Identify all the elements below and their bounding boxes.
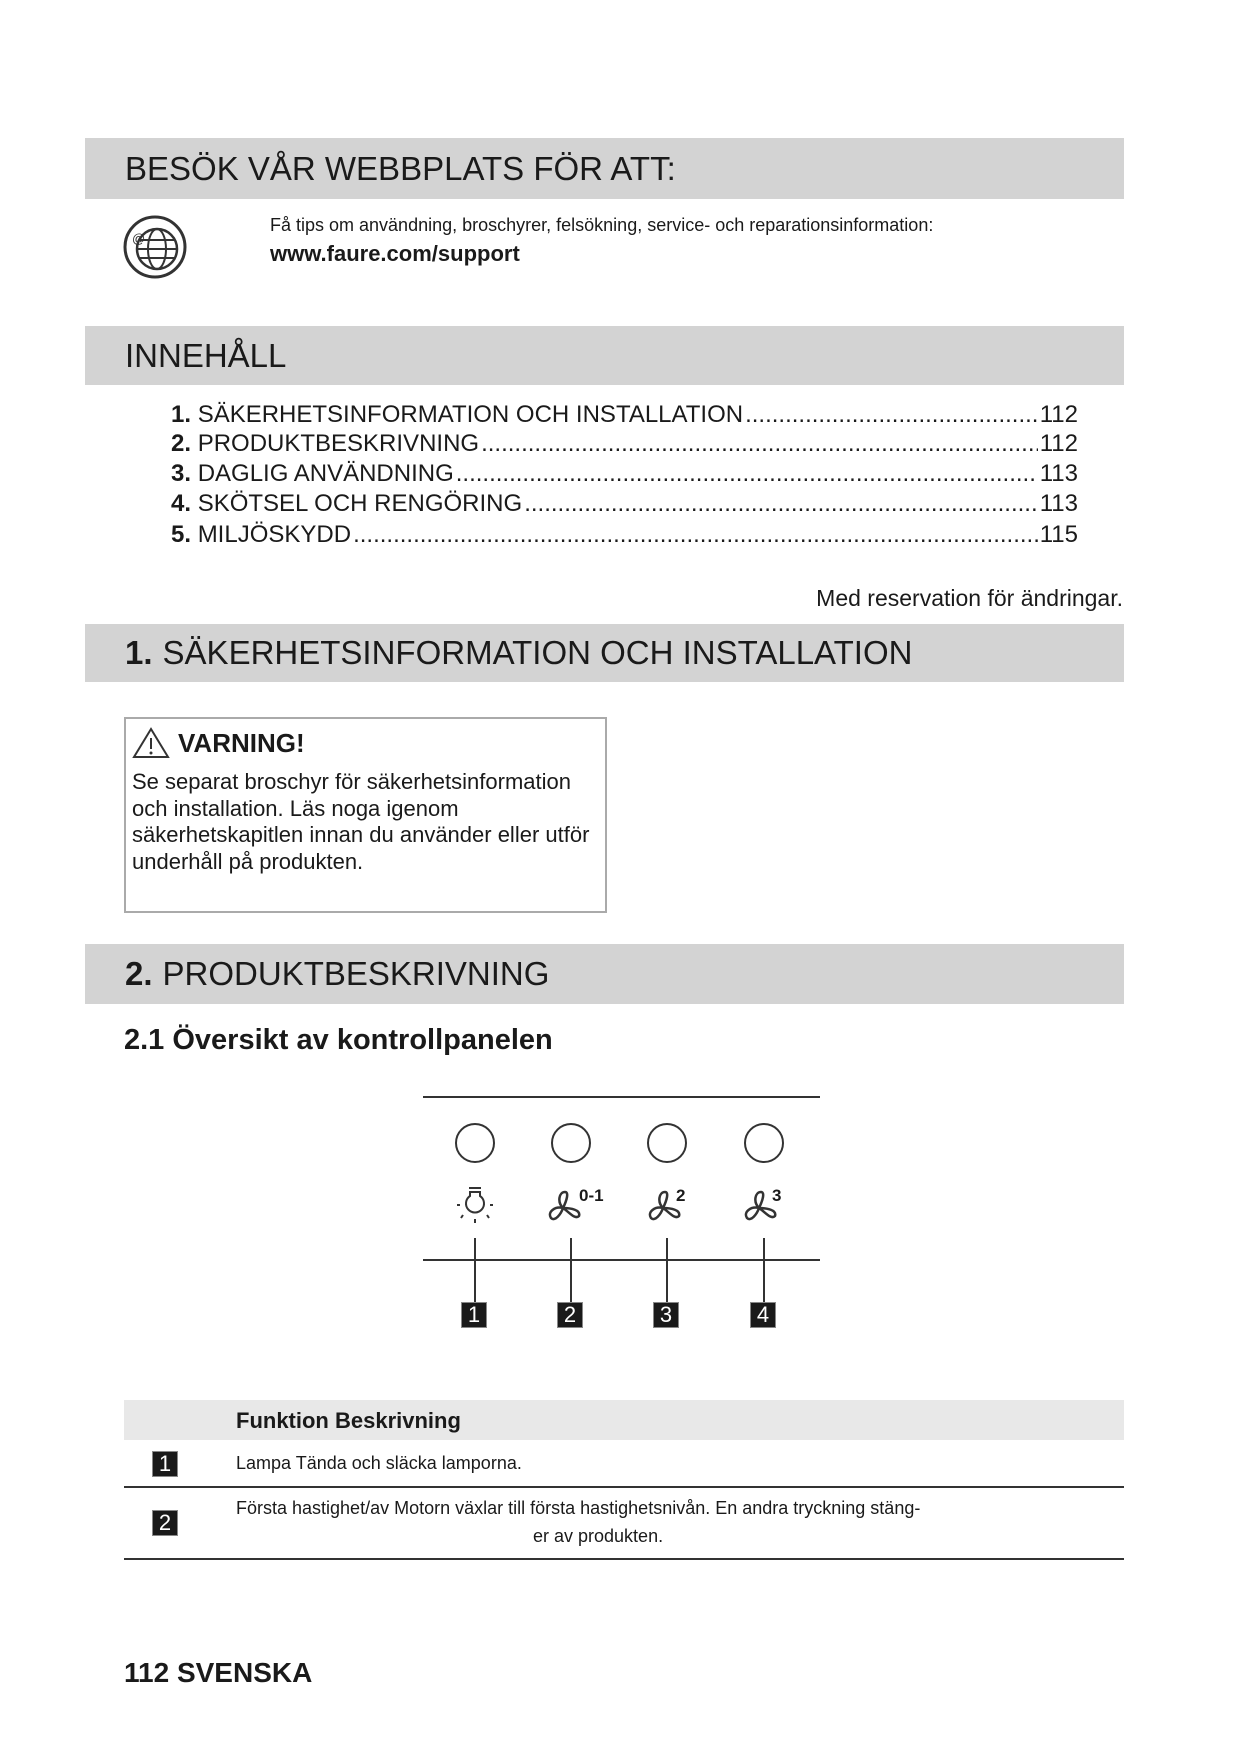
callout-number: 3 bbox=[653, 1302, 679, 1328]
warning-box: VARNING! Se separat broschyr för säkerhe… bbox=[124, 717, 607, 913]
row-text-continued: er av produkten. bbox=[533, 1526, 664, 1546]
table-header: Funktion Beskrivning bbox=[236, 1408, 461, 1433]
toc-title: SÄKERHETSINFORMATION OCH INSTALLATION bbox=[197, 401, 744, 428]
toc-title: SKÖTSEL OCH RENGÖRING bbox=[197, 490, 523, 517]
toc-num: 3. bbox=[171, 460, 192, 487]
button-circle[interactable] bbox=[551, 1123, 591, 1163]
warning-text: Se separat broschyr för säkerhetsinforma… bbox=[132, 769, 590, 874]
support-link[interactable]: www.faure.com/support bbox=[270, 241, 520, 266]
website-header: BESÖK VÅR WEBBPLATS FÖR ATT: bbox=[85, 138, 1124, 199]
toc-num: 1. bbox=[171, 401, 192, 428]
lamp-icon bbox=[457, 1187, 493, 1223]
toc-item[interactable]: 5. MILJÖSKYDD 115 bbox=[171, 521, 1078, 549]
warning-title: VARNING! bbox=[178, 727, 305, 758]
toc-item[interactable]: 2. PRODUKTBESKRIVNING 112 bbox=[171, 430, 1078, 458]
section-title: PRODUKTBESKRIVNING bbox=[162, 955, 550, 992]
callout-number: 1 bbox=[461, 1302, 487, 1328]
subsection-title: 2.1 Översikt av kontrollpanelen bbox=[124, 1024, 553, 1056]
contents-header: INNEHÅLL bbox=[85, 326, 1124, 385]
row-text: Första hastighet/av Motorn växlar till f… bbox=[236, 1498, 921, 1518]
warning-triangle-icon bbox=[132, 727, 170, 758]
toc-page: 112 bbox=[1039, 401, 1078, 428]
contents-heading: INNEHÅLL bbox=[125, 336, 287, 374]
button-circle[interactable] bbox=[744, 1123, 784, 1163]
toc-title: PRODUKTBESKRIVNING bbox=[197, 430, 480, 457]
toc-num: 4. bbox=[171, 490, 192, 517]
globe-at-icon: @ bbox=[123, 215, 187, 279]
reservation-note: Med reservation för ändringar. bbox=[816, 585, 1123, 611]
row-number: 1 bbox=[152, 1451, 178, 1477]
section-num: 1. bbox=[125, 634, 153, 671]
toc-page: 115 bbox=[1039, 521, 1078, 548]
row-text: Lampa Tända och släcka lamporna. bbox=[236, 1453, 522, 1473]
toc-item[interactable]: 4. SKÖTSEL OCH RENGÖRING 113 bbox=[171, 490, 1078, 518]
button-circle[interactable] bbox=[455, 1123, 495, 1163]
toc-title: MILJÖSKYDD bbox=[197, 521, 352, 548]
section2-header: 2. PRODUKTBESKRIVNING bbox=[85, 944, 1124, 1004]
callout-number: 4 bbox=[750, 1302, 776, 1328]
fan-icon bbox=[744, 1190, 777, 1221]
callout-number: 2 bbox=[557, 1302, 583, 1328]
toc-num: 5. bbox=[171, 521, 192, 548]
row-number: 2 bbox=[152, 1510, 178, 1536]
toc-title: DAGLIG ANVÄNDNING bbox=[197, 460, 454, 487]
speed-label: 0-1 bbox=[579, 1186, 604, 1205]
fan-icon bbox=[548, 1190, 581, 1221]
fan-icon bbox=[648, 1190, 681, 1221]
toc-page: 113 bbox=[1039, 490, 1078, 517]
button-circle[interactable] bbox=[647, 1123, 687, 1163]
speed-label: 3 bbox=[772, 1186, 782, 1205]
toc-page: 113 bbox=[1039, 460, 1078, 487]
toc-item[interactable]: 3. DAGLIG ANVÄNDNING 113 bbox=[171, 460, 1078, 488]
section-num: 2. bbox=[125, 955, 153, 992]
page-footer: 112 SVENSKA bbox=[124, 1657, 313, 1688]
section1-header: 1. SÄKERHETSINFORMATION OCH INSTALLATION bbox=[85, 624, 1124, 682]
section-title: SÄKERHETSINFORMATION OCH INSTALLATION bbox=[162, 634, 913, 671]
website-description: Få tips om användning, broschyrer, felsö… bbox=[270, 215, 934, 235]
website-heading: BESÖK VÅR WEBBPLATS FÖR ATT: bbox=[125, 149, 676, 187]
toc-page: 112 bbox=[1039, 430, 1078, 457]
speed-label: 2 bbox=[676, 1186, 686, 1205]
svg-text:@: @ bbox=[132, 231, 145, 246]
toc-num: 2. bbox=[171, 430, 192, 457]
toc-item[interactable]: 1. SÄKERHETSINFORMATION OCH INSTALLATION… bbox=[171, 401, 1078, 429]
